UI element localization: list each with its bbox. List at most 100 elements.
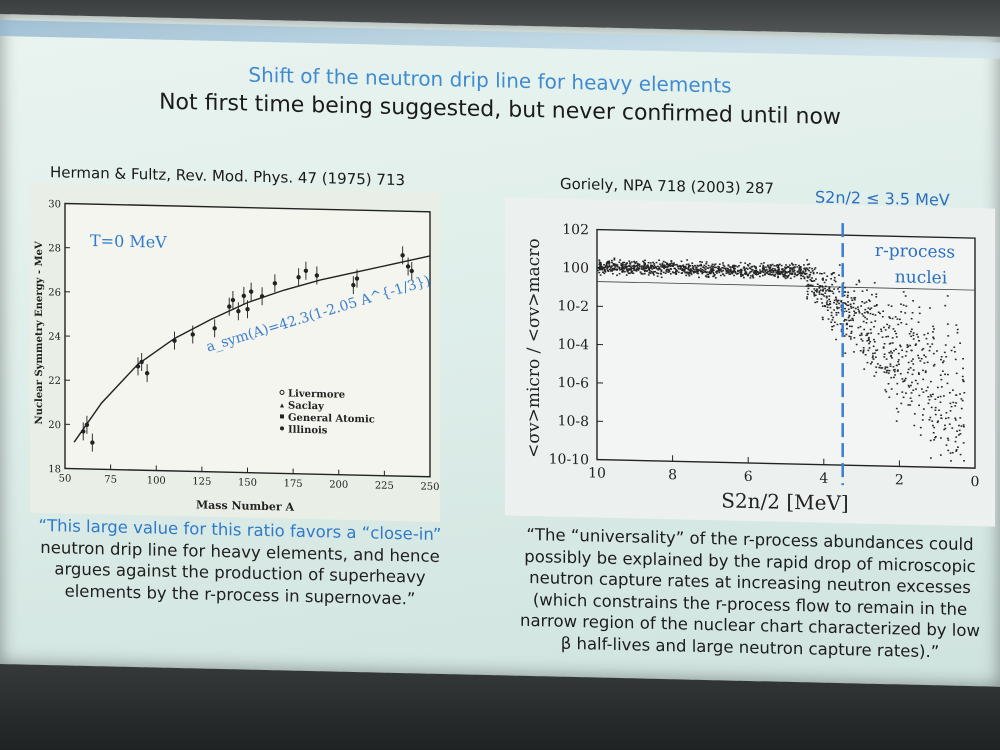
data-point (669, 264, 671, 267)
data-point (647, 274, 650, 276)
data-point (642, 269, 645, 271)
data-point (930, 395, 933, 398)
data-point (764, 270, 767, 273)
data-point (910, 328, 913, 331)
data-point (873, 375, 876, 377)
data-point (896, 369, 899, 371)
data-point (935, 350, 938, 352)
data-point (947, 439, 950, 441)
data-point (633, 265, 635, 268)
data-point (786, 276, 789, 279)
data-point (956, 430, 958, 432)
data-point (630, 261, 633, 263)
data-point (873, 325, 875, 328)
data-point (960, 425, 963, 427)
data-point (832, 316, 835, 319)
x-tick-label: 125 (192, 476, 211, 487)
data-point (845, 310, 848, 313)
data-point (655, 267, 658, 270)
data-point (685, 263, 688, 266)
data-point (838, 290, 841, 293)
data-point (626, 270, 629, 272)
data-point (905, 350, 908, 353)
data-point (945, 411, 948, 414)
data-point (729, 269, 732, 271)
data-point (961, 378, 964, 381)
data-point (710, 268, 713, 271)
data-point (845, 333, 848, 336)
data-point (867, 332, 870, 335)
data-point (900, 303, 902, 305)
data-point (962, 424, 965, 426)
x-tick-label: 10 (588, 465, 606, 481)
data-point (625, 263, 628, 265)
x-tick-label: 75 (104, 474, 117, 485)
data-point (611, 261, 613, 264)
data-point (791, 263, 794, 266)
data-point (409, 268, 414, 274)
data-point (837, 307, 840, 309)
data-point (816, 298, 819, 300)
data-point (866, 361, 869, 364)
data-point (664, 261, 667, 264)
data-point (862, 350, 865, 353)
data-point (826, 275, 829, 278)
data-point (853, 290, 856, 292)
data-point (869, 328, 872, 331)
data-point (890, 355, 892, 358)
data-point (955, 324, 958, 326)
data-point (625, 266, 628, 268)
data-point (833, 299, 836, 302)
data-point (697, 265, 700, 267)
data-point (834, 280, 837, 283)
data-point (751, 274, 754, 276)
data-point (950, 460, 952, 462)
data-point (806, 259, 809, 261)
data-point (781, 273, 784, 275)
data-point (639, 271, 642, 273)
data-point (615, 268, 618, 271)
data-point (950, 405, 953, 408)
data-point (756, 271, 759, 274)
data-point (821, 305, 824, 307)
data-point (944, 304, 947, 307)
data-point (833, 276, 836, 279)
data-point (962, 367, 964, 370)
data-point (845, 319, 848, 321)
data-point (689, 268, 692, 271)
data-point (705, 276, 708, 278)
data-point (630, 271, 633, 274)
data-point (836, 301, 839, 303)
data-point (846, 296, 849, 298)
data-point (926, 361, 929, 364)
data-point (826, 309, 829, 312)
data-point (882, 310, 885, 313)
data-point (834, 296, 837, 299)
data-point (598, 266, 601, 268)
data-point (776, 264, 779, 266)
data-point (230, 297, 236, 303)
data-point (652, 261, 655, 264)
data-point (872, 352, 874, 355)
data-point (604, 271, 607, 273)
data-point (934, 436, 936, 439)
data-point (611, 272, 614, 275)
data-point (819, 272, 821, 275)
data-point (918, 306, 921, 308)
data-point (816, 289, 818, 292)
data-point (744, 262, 747, 264)
data-point (959, 342, 962, 344)
data-point (847, 291, 850, 294)
data-point (794, 263, 797, 266)
data-point (788, 271, 790, 273)
data-point (863, 328, 866, 331)
data-point (943, 351, 946, 354)
data-point (851, 317, 854, 320)
data-point (937, 396, 939, 399)
data-point (759, 265, 761, 267)
data-point (828, 287, 831, 290)
data-point (654, 270, 657, 273)
data-point (947, 449, 950, 452)
data-point (849, 303, 852, 306)
data-point (910, 349, 913, 352)
